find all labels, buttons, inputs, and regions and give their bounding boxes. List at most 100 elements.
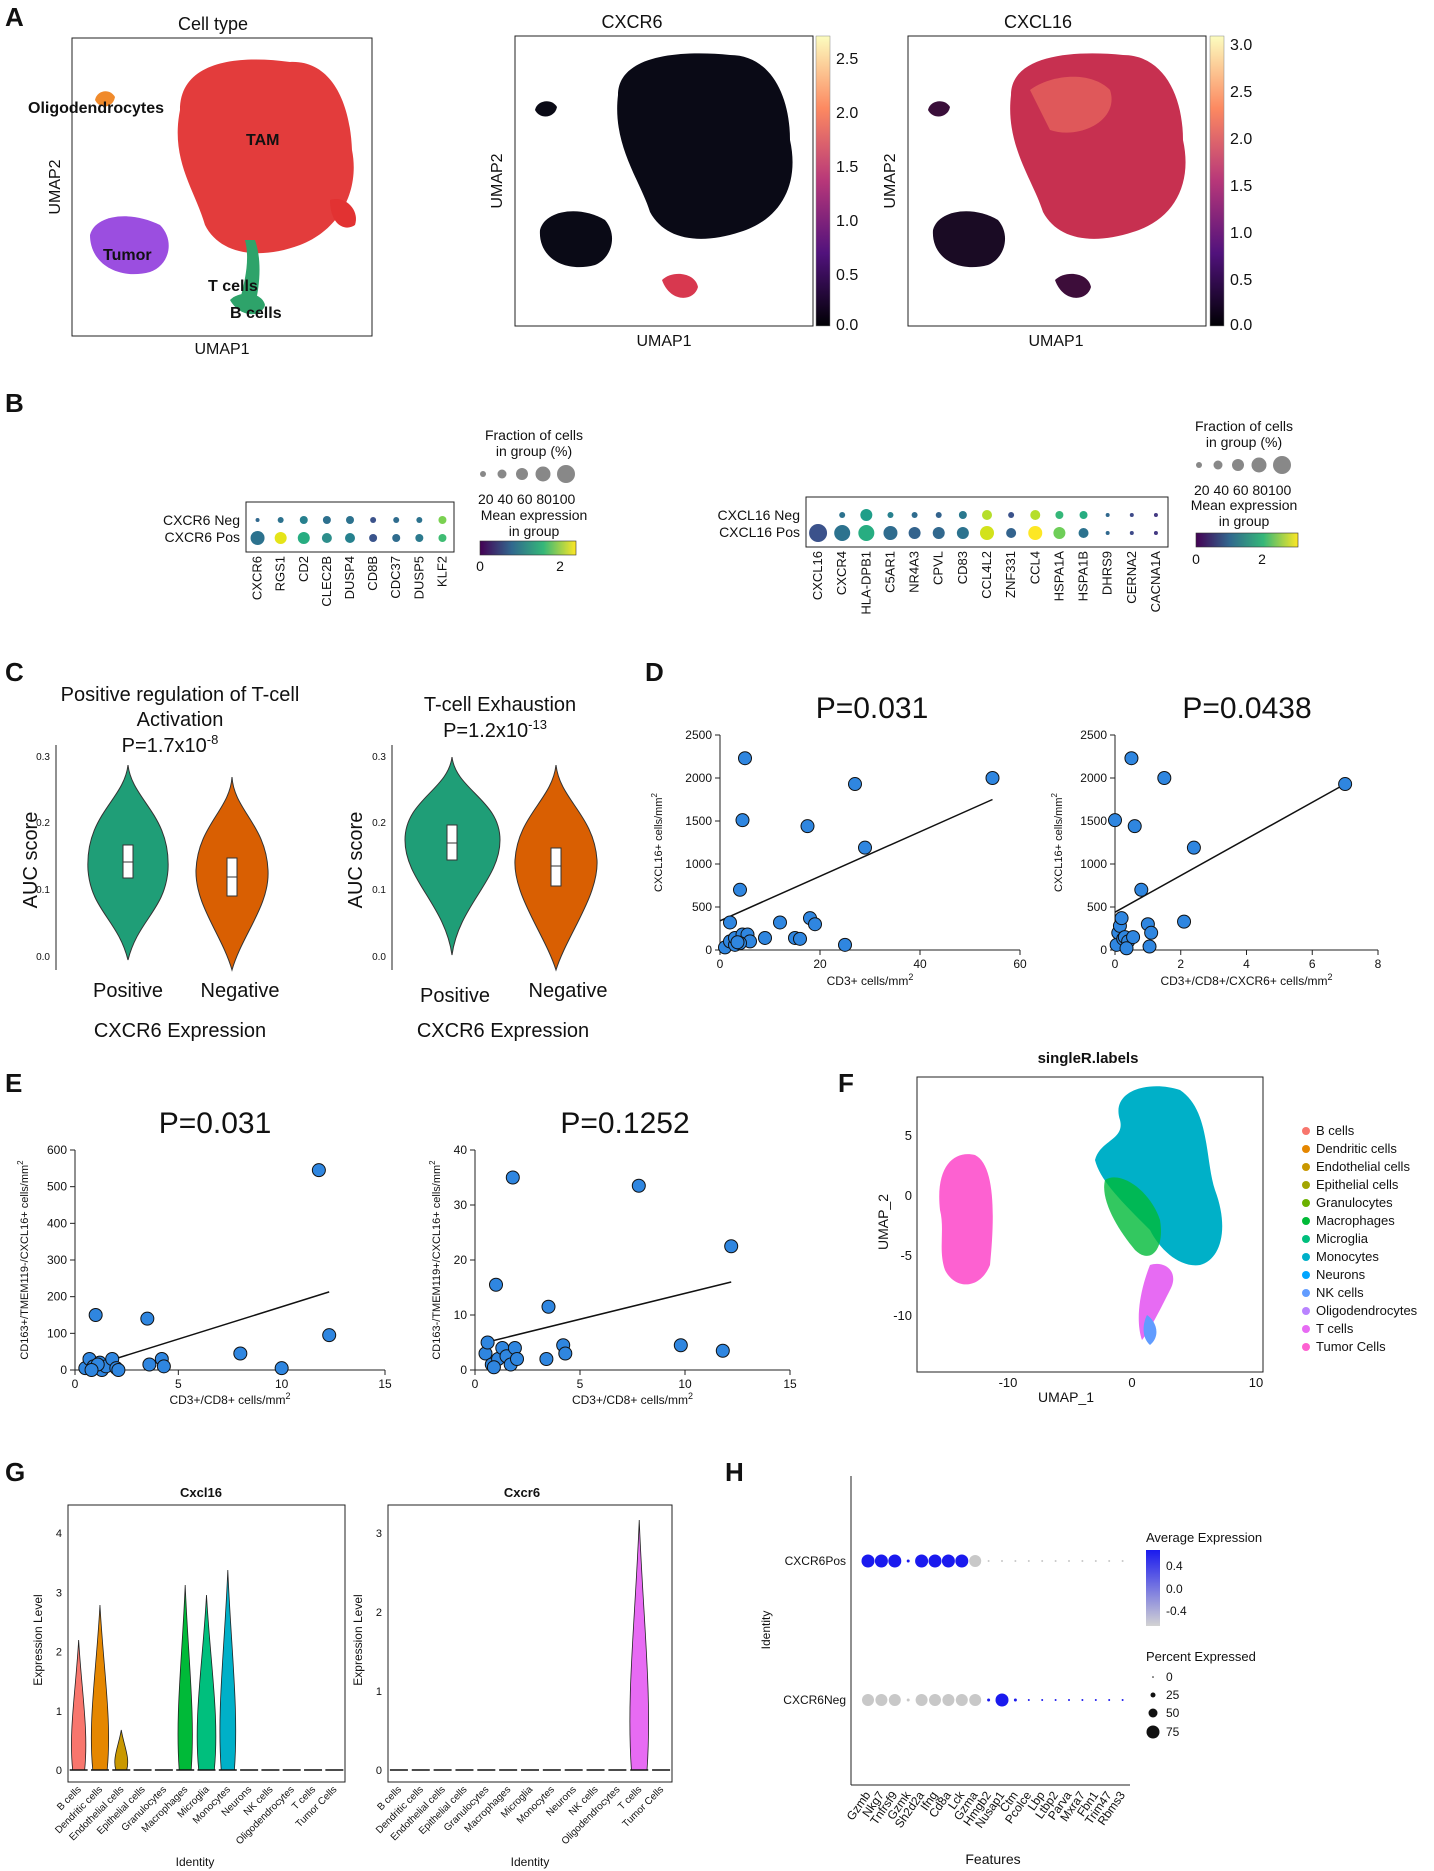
scatter-d2: 0 2 4 6 8 0 500 1000 1500 2000 2500 P=0.0438 CD3+/CD… [1050,692,1382,988]
legend-label: Microglia [1316,1231,1369,1246]
gene-label: CD8B [365,556,380,591]
panel-label-a: A [5,2,24,32]
cxcr6-oligo-cluster [535,101,557,117]
label-tam: TAM [246,132,279,149]
dot-neg [299,516,308,524]
cb1-tick-0: 2.5 [836,51,858,68]
panel-label-f: F [838,1068,854,1098]
gene-label: CCL4L2 [979,551,994,599]
cb2-tick-1: 2.5 [1230,84,1252,101]
cb1-tick-2: 1.5 [836,159,858,176]
y-tick-label: 0 [60,1363,67,1377]
legend-swatch [1302,1217,1310,1225]
panel-label-g: G [5,1457,25,1487]
y-tick-label: 0 [1100,943,1107,957]
panel-c-left: Positive regulation of T-cell Activation… [20,684,299,1042]
c-left-ytick-3: 0.0 [36,952,50,963]
c-right-pval: P=1.2x10-13 [443,717,547,742]
violin-ytick: 0 [56,1765,62,1777]
h-xlabel: Features [965,1851,1020,1867]
f-title: singleR.labels [1038,1050,1139,1067]
y-tick-label: 10 [454,1308,468,1322]
panel-b-right-dotplot: CXCL16 Neg CXCL16 Pos CXCL16 CXCR4 HLA-DPB… [718,418,1299,615]
c-right-ylabel: AUC score [345,812,367,909]
b-left-legend-mean2: in group [509,523,560,539]
dot-neg [982,510,992,520]
dot-pos [1105,531,1110,535]
bcell-cluster [230,293,265,315]
c-left-pval: P=1.7x10-8 [122,732,219,757]
oligo-cluster [95,91,115,107]
y-tick-label: 1500 [685,814,712,828]
legend-swatch [1302,1127,1310,1135]
panel-label-d: D [645,657,664,687]
label-bcells: B cells [230,305,282,322]
gene-label: KLF2 [434,556,449,587]
b-left-size-dot-100 [557,465,575,483]
cb2-tick-4: 1.0 [1230,225,1252,242]
dot-neg [839,512,846,518]
violin-ytick: 1 [56,1706,62,1718]
h-dot-pos [928,1554,942,1568]
b-right-colorbar [1195,532,1299,548]
scatter-xlabel: CD3+/CD8+/CXCR6+ cells/mm2 [1160,972,1332,988]
dot-pos [908,527,921,539]
c-right-ytick-1: 0.2 [372,818,386,829]
legend-swatch [1302,1343,1310,1351]
x-tick-label: 15 [378,1377,392,1391]
y-tick-label: 30 [454,1198,468,1212]
h-dot-pos [906,1559,910,1563]
h-avg-colorbar [1146,1550,1160,1626]
h-dot-pos [941,1554,955,1568]
gene-label: RGS1 [273,556,288,591]
x-tick-label: 60 [1013,957,1027,971]
h-dot-pos [1001,1560,1003,1562]
dot-neg [1008,512,1015,518]
h-pct-tick-0: 0 [1166,1670,1173,1684]
cb1-tick-4: 0.5 [836,267,858,284]
violin-shape [196,1594,217,1771]
h-row-neg: CXCR6Neg [783,1693,846,1707]
h-dot-neg [1081,1699,1084,1701]
violin-ytick: 2 [56,1647,62,1659]
f-monocytes-cluster [1095,1086,1223,1266]
cb2-tick-3: 1.5 [1230,178,1252,195]
scatter-point [730,935,745,950]
legend-swatch [1302,1253,1310,1261]
h-dot-pos [987,1560,990,1562]
gene-label: DUSP4 [342,556,357,599]
gene-label: DHRS9 [1100,551,1115,595]
label-tumor: Tumor [103,247,152,264]
b-right-size-dot-80 [1251,457,1267,473]
g-right-title: Cxcr6 [504,1485,540,1500]
h-dot-pos [1068,1560,1070,1562]
scatter-point [1119,941,1134,956]
panel-a-umap-celltype: Cell type UMAP1 UMAP2 Oligodendrocytes T… [28,14,373,358]
dot-neg [1153,513,1158,517]
h-pct-dot-0 [1152,1676,1154,1678]
cb1-tick-1: 2.0 [836,105,858,122]
tumor-cluster [90,216,169,275]
dot-neg [911,512,918,518]
panel-label-b: B [5,388,24,418]
c-left-ylabel: AUC score [20,812,42,909]
h-dot-neg [1094,1699,1097,1701]
h-dot-pos [1094,1560,1097,1562]
scatter-point [274,1361,289,1376]
f-tumor-cluster [939,1154,993,1285]
h-dot-pos [955,1554,969,1568]
h-dot-pos [1081,1560,1084,1562]
dot-pos [345,533,355,543]
h-pct-tick-75: 75 [1166,1725,1180,1739]
f-ytick-5: 5 [905,1128,912,1143]
b-left-size-dot-40 [497,469,507,479]
h-dots [861,1554,1124,1707]
violin-ytick: 2 [376,1607,382,1619]
regression-line [1114,783,1346,913]
x-tick-label: 0 [1112,957,1119,971]
h-dot-pos [1121,1560,1124,1562]
y-tick-label: 40 [454,1143,468,1157]
b-left-legend-fraction: Fraction of cells [485,427,583,443]
gene-label: C5AR1 [882,551,897,593]
